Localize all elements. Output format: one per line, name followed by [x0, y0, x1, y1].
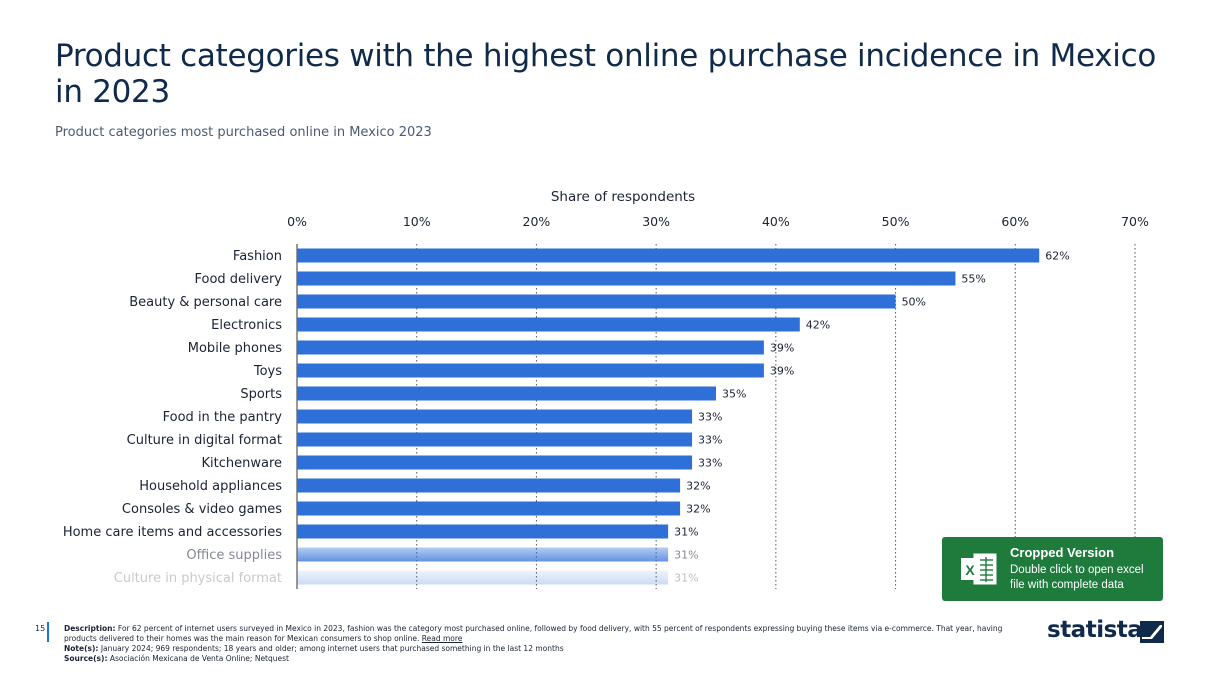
- value-label: 62%: [1045, 250, 1069, 263]
- value-label: 42%: [806, 319, 830, 332]
- x-axis-title: Share of respondents: [551, 189, 695, 205]
- x-tick-label: 70%: [1121, 214, 1149, 229]
- cropped-version-badge[interactable]: X Cropped Version Double click to open e…: [942, 537, 1163, 601]
- bar[interactable]: [297, 317, 800, 332]
- bar[interactable]: [297, 363, 764, 378]
- value-label: 33%: [698, 457, 722, 470]
- category-label: Household appliances: [139, 479, 282, 494]
- page-subtitle: Product categories most purchased online…: [55, 125, 432, 140]
- source-label: Source(s):: [64, 654, 108, 663]
- svg-text:X: X: [965, 562, 975, 578]
- bar[interactable]: [297, 547, 669, 562]
- x-tick-label: 10%: [403, 214, 431, 229]
- value-label: 39%: [770, 342, 794, 355]
- value-label: 33%: [698, 434, 722, 447]
- badge-title: Cropped Version: [1010, 545, 1115, 560]
- value-label: 39%: [770, 365, 794, 378]
- category-label: Mobile phones: [188, 341, 282, 356]
- source-text: Asociación Mexicana de Venta Online; Net…: [109, 654, 289, 663]
- bar[interactable]: [297, 248, 1040, 263]
- x-tick-label: 60%: [1001, 214, 1029, 229]
- description-label: Description:: [64, 624, 116, 633]
- category-label: Fashion: [233, 249, 282, 264]
- footer-notes: Description: For 62 percent of internet …: [64, 624, 1024, 664]
- category-label: Toys: [253, 364, 282, 379]
- category-label: Sports: [240, 387, 282, 402]
- category-label: Beauty & personal care: [129, 295, 282, 310]
- value-label: 31%: [674, 526, 698, 539]
- category-label: Culture in physical format: [114, 571, 282, 586]
- category-label: Food in the pantry: [163, 410, 283, 425]
- excel-icon: X: [961, 553, 997, 585]
- category-label: Kitchenware: [201, 456, 282, 471]
- x-tick-label: 50%: [882, 214, 910, 229]
- page-number: 15: [35, 624, 46, 633]
- bar[interactable]: [297, 409, 693, 424]
- bar[interactable]: [297, 501, 681, 516]
- x-tick-label: 0%: [287, 214, 307, 229]
- value-label: 50%: [902, 296, 926, 309]
- category-label: Food delivery: [194, 272, 282, 287]
- value-label: 55%: [961, 273, 985, 286]
- x-tick-label: 40%: [762, 214, 790, 229]
- value-label: 35%: [722, 388, 746, 401]
- category-label: Electronics: [211, 318, 282, 333]
- bar[interactable]: [297, 524, 669, 539]
- footer-source: Source(s): Asociación Mexicana de Venta …: [64, 654, 1024, 664]
- note-text: January 2024; 969 respondents; 18 years …: [100, 644, 564, 653]
- read-more-link[interactable]: Read more: [421, 634, 463, 643]
- bar[interactable]: [297, 271, 956, 286]
- category-label: Consoles & video games: [122, 502, 282, 517]
- statista-logo-icon: [1140, 621, 1164, 643]
- footer-note: Note(s): January 2024; 969 respondents; …: [64, 644, 1024, 654]
- bar[interactable]: [297, 386, 716, 401]
- value-label: 32%: [686, 480, 710, 493]
- value-label: 33%: [698, 411, 722, 424]
- bar[interactable]: [297, 570, 669, 585]
- bar-chart: Share of respondents 0% 10% 20% 30% 40% 50% 60…: [63, 189, 1149, 589]
- description-text: For 62 percent of internet users surveye…: [64, 624, 1003, 643]
- badge-description: Double click to open excel file with com…: [1010, 564, 1144, 591]
- category-label: Culture in digital format: [127, 433, 282, 448]
- page-title: Product categories with the highest onli…: [55, 38, 1156, 110]
- x-tick-label: 30%: [642, 214, 670, 229]
- note-label: Note(s):: [64, 644, 99, 653]
- footer-description: Description: For 62 percent of internet …: [64, 624, 1024, 644]
- value-label: 32%: [686, 503, 710, 516]
- category-label: Home care items and accessories: [63, 525, 282, 540]
- statista-logo[interactable]: statista: [1047, 617, 1143, 643]
- value-label: 31%: [674, 549, 698, 562]
- page-number-bar: [47, 622, 49, 642]
- category-label: Office supplies: [186, 548, 282, 563]
- bar[interactable]: [297, 294, 896, 309]
- bar[interactable]: [297, 455, 693, 470]
- bar[interactable]: [297, 432, 693, 447]
- value-label: 31%: [674, 572, 698, 585]
- x-tick-label: 20%: [523, 214, 551, 229]
- bar[interactable]: [297, 478, 681, 493]
- bar[interactable]: [297, 340, 764, 355]
